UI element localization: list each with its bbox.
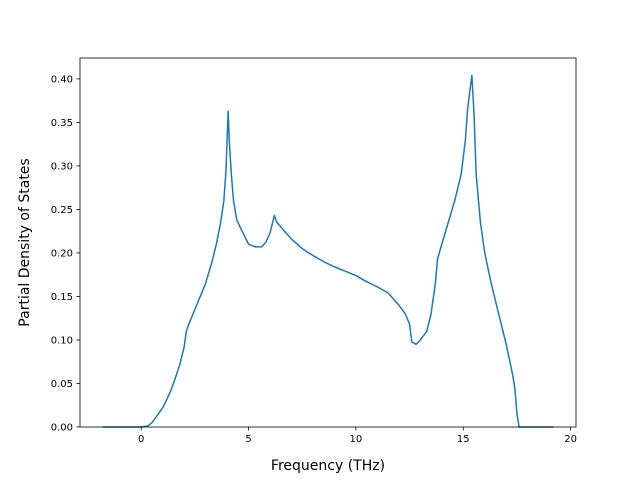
y-tick-label: 0.15 <box>51 292 73 303</box>
y-tick-label: 0.10 <box>51 335 73 346</box>
y-tick-label: 0.20 <box>51 248 73 259</box>
x-tick-label: 20 <box>564 434 577 445</box>
y-tick-label: 0.40 <box>51 74 73 85</box>
x-axis-title: Frequency (THz) <box>271 458 385 474</box>
y-axis-title: Partial Density of States <box>17 158 33 326</box>
x-tick-label: 10 <box>350 434 363 445</box>
y-tick-label: 0.35 <box>51 118 73 129</box>
axes-frame <box>79 57 577 428</box>
y-tick-label: 0.00 <box>51 423 73 434</box>
x-tick-label: 15 <box>457 434 470 445</box>
y-tick-label: 0.05 <box>51 379 73 390</box>
x-tick-label: 0 <box>138 434 144 445</box>
x-tick-label: 5 <box>245 434 251 445</box>
y-tick-label: 0.25 <box>51 205 73 216</box>
y-tick-label: 0.30 <box>51 161 73 172</box>
data-line <box>102 74 554 428</box>
